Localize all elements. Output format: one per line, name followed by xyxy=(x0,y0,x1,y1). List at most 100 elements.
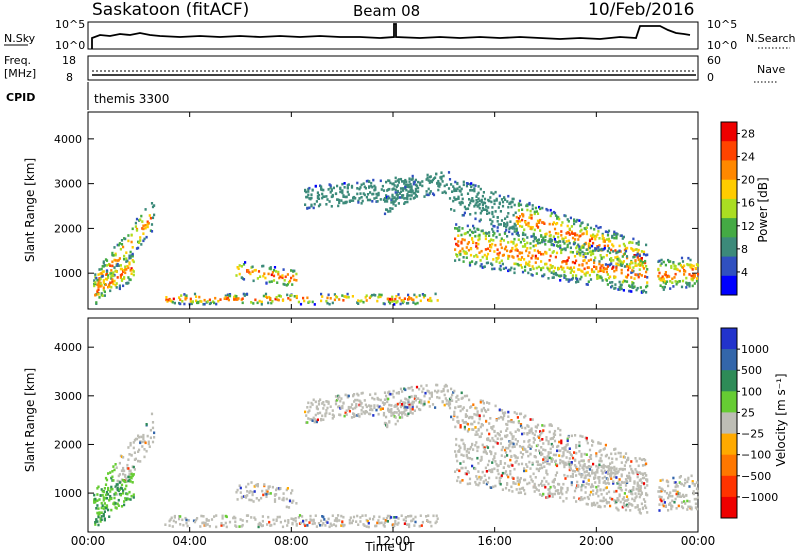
scatter-cell xyxy=(615,489,618,493)
scatter-cell xyxy=(459,190,462,193)
scatter-cell xyxy=(382,189,386,192)
scatter-cell xyxy=(355,520,358,523)
scatter-cell xyxy=(372,517,375,521)
scatter-cell xyxy=(338,298,341,301)
scatter-cell xyxy=(476,477,479,481)
scatter-cell xyxy=(381,401,384,404)
scatter-cell xyxy=(397,181,400,184)
scatter-cell xyxy=(279,295,282,298)
scatter-cell xyxy=(631,469,634,473)
scatter-cell xyxy=(234,520,237,524)
scatter-cell xyxy=(179,515,182,518)
scatter-cell xyxy=(532,436,535,440)
scatter-cell xyxy=(425,515,428,518)
scatter-cell xyxy=(613,230,616,234)
scatter-cell xyxy=(109,490,112,493)
scatter-cell xyxy=(203,298,206,302)
scatter-cell xyxy=(306,406,309,409)
scatter-cell xyxy=(241,523,244,527)
scatter-cell xyxy=(459,481,462,484)
scatter-cell xyxy=(531,461,534,465)
scatter-cell xyxy=(122,456,125,459)
scatter-cell xyxy=(476,433,479,436)
scatter-cell xyxy=(322,401,325,404)
scatter-cell xyxy=(499,476,502,479)
scatter-cell xyxy=(630,261,633,264)
scatter-cell xyxy=(614,447,617,451)
scatter-cell xyxy=(107,508,110,512)
scatter-cell xyxy=(250,516,253,519)
scatter-cell xyxy=(474,184,477,187)
scatter-cell xyxy=(271,271,274,274)
scatter-cell xyxy=(373,406,376,409)
scatter-cell xyxy=(500,448,503,452)
scatter-cell xyxy=(394,188,397,192)
scatter-cell xyxy=(97,285,100,289)
scatter-cell xyxy=(435,520,438,523)
scatter-cell xyxy=(499,264,502,268)
scatter-cell xyxy=(517,491,520,495)
scatter-cell xyxy=(692,273,695,277)
scatter-cell xyxy=(542,458,545,461)
scatter-cell xyxy=(518,199,522,203)
scatter-cell xyxy=(477,185,480,188)
scatter-cell xyxy=(597,270,600,273)
scatter-cell xyxy=(512,225,515,228)
scatter-cell xyxy=(379,295,382,299)
scatter-cell xyxy=(413,191,416,195)
scatter-cell xyxy=(525,262,528,266)
scatter-cell xyxy=(535,272,538,275)
scatter-cell xyxy=(153,431,156,435)
scatter-cell xyxy=(246,490,249,493)
scatter-cell xyxy=(409,183,412,186)
scatter-cell xyxy=(369,191,372,194)
scatter-cell xyxy=(635,273,638,277)
scatter-cell xyxy=(463,427,466,431)
scatter-cell xyxy=(116,276,119,279)
scatter-cell xyxy=(108,515,111,518)
scatter-cell xyxy=(480,200,483,204)
scatter-cell xyxy=(528,481,531,485)
scatter-cell xyxy=(457,197,460,200)
scatter-cell xyxy=(317,400,321,403)
scatter-cell xyxy=(492,230,495,233)
scatter-cell xyxy=(323,195,326,198)
scatter-cell xyxy=(459,409,462,413)
scatter-cell xyxy=(541,206,544,210)
scatter-cell xyxy=(512,420,515,424)
scatter-cell xyxy=(406,193,409,196)
scatter-cell xyxy=(473,189,476,193)
scatter-cell xyxy=(434,176,437,179)
scatter-cell xyxy=(320,519,323,523)
scatter-cell xyxy=(587,483,590,486)
scatter-cell xyxy=(261,515,264,518)
scatter-cell xyxy=(509,220,512,223)
scatter-cell xyxy=(135,229,139,232)
x-tick-label: 00:00 xyxy=(681,534,716,548)
power-ylabel: Slant Range [km] xyxy=(23,158,37,262)
scatter-cell xyxy=(340,524,343,527)
scatter-cell xyxy=(341,189,344,192)
scatter-cell xyxy=(572,496,576,499)
scatter-cell xyxy=(246,514,250,517)
scatter-cell xyxy=(385,194,388,197)
scatter-cell xyxy=(598,481,601,484)
scatter-cell xyxy=(466,207,470,210)
nsearch-label: N.Search xyxy=(746,32,796,45)
scatter-cell xyxy=(637,489,640,492)
scatter-cell xyxy=(552,270,555,273)
scatter-cell xyxy=(597,226,600,230)
scatter-cell xyxy=(578,219,581,222)
scatter-cell xyxy=(464,232,467,235)
scatter-cell xyxy=(453,209,456,212)
scatter-cell xyxy=(375,196,378,199)
scatter-cell xyxy=(593,228,596,231)
scatter-cell xyxy=(480,455,483,459)
scatter-cell xyxy=(599,442,602,445)
scatter-cell xyxy=(104,283,108,286)
scatter-cell xyxy=(100,515,103,518)
scatter-cell xyxy=(532,486,535,489)
scatter-cell xyxy=(492,239,495,242)
